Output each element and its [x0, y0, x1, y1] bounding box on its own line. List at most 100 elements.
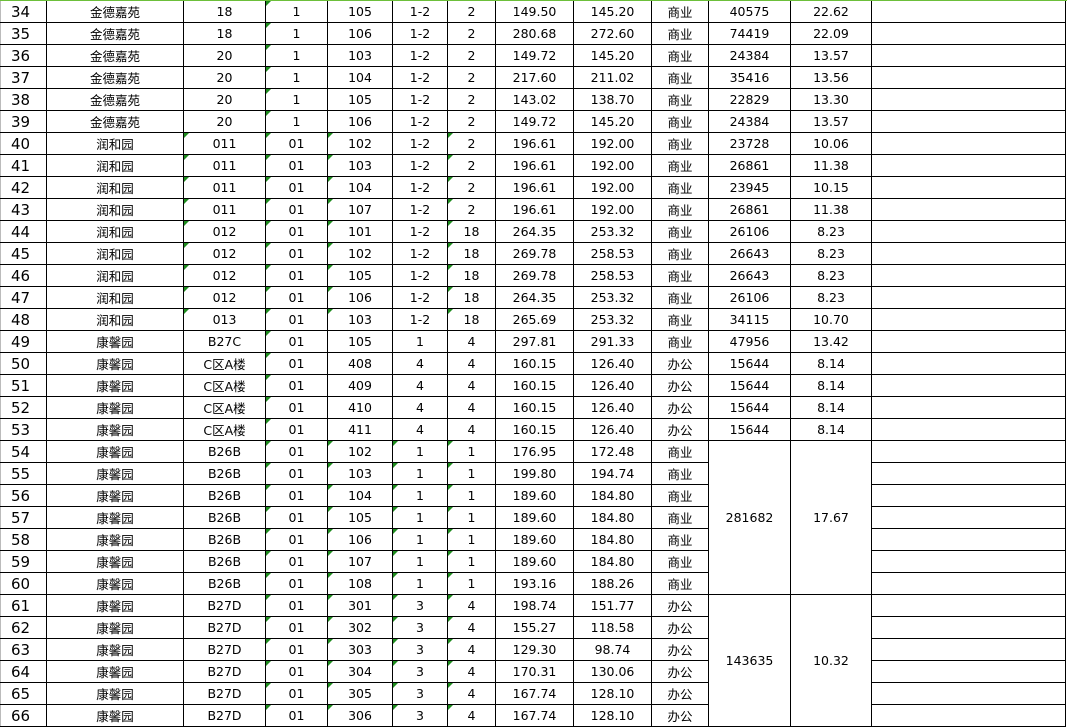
cell-empty[interactable] — [871, 0, 1066, 23]
cell-unit[interactable]: 01 — [265, 506, 328, 529]
cell-building[interactable]: B27D — [183, 594, 266, 617]
cell-floor[interactable]: 1 — [447, 440, 496, 463]
cell-inner-area[interactable]: 128.10 — [573, 704, 652, 727]
cell-floor[interactable]: 4 — [447, 396, 496, 419]
cell-unit[interactable]: 01 — [265, 616, 328, 639]
cell-project[interactable]: 康馨园 — [46, 682, 184, 705]
cell-building[interactable]: 011 — [183, 176, 266, 199]
cell-empty[interactable] — [871, 154, 1066, 177]
cell-empty[interactable] — [871, 550, 1066, 573]
cell-area[interactable]: 269.78 — [495, 264, 574, 287]
cell-floors[interactable]: 1 — [392, 528, 448, 551]
cell-floors[interactable]: 4 — [392, 418, 448, 441]
cell-area[interactable]: 149.50 — [495, 0, 574, 23]
cell-area[interactable]: 160.15 — [495, 418, 574, 441]
cell-inner-area[interactable]: 151.77 — [573, 594, 652, 617]
cell-empty[interactable] — [871, 374, 1066, 397]
cell-use[interactable]: 办公 — [651, 682, 709, 705]
row-number[interactable]: 60 — [0, 572, 47, 595]
cell-area[interactable]: 167.74 — [495, 704, 574, 727]
cell-floors[interactable]: 3 — [392, 616, 448, 639]
cell-unit[interactable]: 01 — [265, 462, 328, 485]
cell-floors[interactable]: 1 — [392, 484, 448, 507]
cell-price[interactable]: 8.14 — [790, 374, 872, 397]
cell-price[interactable]: 13.42 — [790, 330, 872, 353]
cell-floors[interactable]: 1-2 — [392, 110, 448, 133]
cell-empty[interactable] — [871, 352, 1066, 375]
cell-empty[interactable] — [871, 638, 1066, 661]
cell-inner-area[interactable]: 98.74 — [573, 638, 652, 661]
cell-unit[interactable]: 01 — [265, 286, 328, 309]
cell-project[interactable]: 康馨园 — [46, 396, 184, 419]
cell-price[interactable]: 10.06 — [790, 132, 872, 155]
cell-use[interactable]: 商业 — [651, 88, 709, 111]
cell-building[interactable]: 012 — [183, 286, 266, 309]
cell-floor[interactable]: 18 — [447, 308, 496, 331]
cell-floor[interactable]: 18 — [447, 286, 496, 309]
cell-floors[interactable]: 1 — [392, 572, 448, 595]
cell-project[interactable]: 康馨园 — [46, 374, 184, 397]
cell-area[interactable]: 198.74 — [495, 594, 574, 617]
cell-area[interactable]: 280.68 — [495, 22, 574, 45]
cell-building[interactable]: 18 — [183, 22, 266, 45]
cell-use[interactable]: 商业 — [651, 242, 709, 265]
cell-empty[interactable] — [871, 462, 1066, 485]
cell-unit[interactable]: 01 — [265, 242, 328, 265]
cell-floors[interactable]: 1-2 — [392, 198, 448, 221]
cell-floor[interactable]: 2 — [447, 110, 496, 133]
cell-floors[interactable]: 1-2 — [392, 44, 448, 67]
cell-use[interactable]: 商业 — [651, 440, 709, 463]
cell-area[interactable]: 176.95 — [495, 440, 574, 463]
cell-project[interactable]: 金德嘉苑 — [46, 44, 184, 67]
cell-empty[interactable] — [871, 88, 1066, 111]
cell-inner-area[interactable]: 145.20 — [573, 44, 652, 67]
cell-inner-area[interactable]: 138.70 — [573, 88, 652, 111]
cell-empty[interactable] — [871, 484, 1066, 507]
cell-floors[interactable]: 1 — [392, 462, 448, 485]
cell-empty[interactable] — [871, 264, 1066, 287]
cell-price[interactable]: 8.23 — [790, 220, 872, 243]
cell-empty[interactable] — [871, 176, 1066, 199]
cell-area[interactable]: 149.72 — [495, 110, 574, 133]
row-number[interactable]: 41 — [0, 154, 47, 177]
cell-use[interactable]: 商业 — [651, 44, 709, 67]
cell-unit[interactable]: 01 — [265, 638, 328, 661]
cell-empty[interactable] — [871, 44, 1066, 67]
cell-room[interactable]: 106 — [327, 528, 393, 551]
cell-empty[interactable] — [871, 616, 1066, 639]
cell-inner-area[interactable]: 258.53 — [573, 242, 652, 265]
cell-inner-area[interactable]: 192.00 — [573, 154, 652, 177]
cell-room[interactable]: 302 — [327, 616, 393, 639]
row-number[interactable]: 56 — [0, 484, 47, 507]
cell-unit[interactable]: 01 — [265, 440, 328, 463]
cell-building[interactable]: B26B — [183, 528, 266, 551]
cell-area[interactable]: 217.60 — [495, 66, 574, 89]
row-number[interactable]: 54 — [0, 440, 47, 463]
cell-room[interactable]: 106 — [327, 110, 393, 133]
cell-floors[interactable]: 4 — [392, 352, 448, 375]
cell-building[interactable]: B27D — [183, 638, 266, 661]
cell-inner-area[interactable]: 184.80 — [573, 484, 652, 507]
cell-room[interactable]: 104 — [327, 176, 393, 199]
cell-building[interactable]: B26B — [183, 440, 266, 463]
cell-floors[interactable]: 1-2 — [392, 132, 448, 155]
row-number[interactable]: 53 — [0, 418, 47, 441]
cell-floors[interactable]: 3 — [392, 594, 448, 617]
cell-building[interactable]: 011 — [183, 132, 266, 155]
merged-cell-total[interactable]: 143635 — [708, 594, 791, 727]
cell-empty[interactable] — [871, 682, 1066, 705]
merged-cell-total[interactable]: 281682 — [708, 440, 791, 595]
cell-total[interactable]: 15644 — [708, 396, 791, 419]
cell-building[interactable]: B27D — [183, 704, 266, 727]
cell-area[interactable]: 193.16 — [495, 572, 574, 595]
cell-area[interactable]: 265.69 — [495, 308, 574, 331]
cell-floor[interactable]: 4 — [447, 352, 496, 375]
cell-inner-area[interactable]: 130.06 — [573, 660, 652, 683]
cell-inner-area[interactable]: 192.00 — [573, 198, 652, 221]
cell-project[interactable]: 康馨园 — [46, 638, 184, 661]
cell-floors[interactable]: 1-2 — [392, 22, 448, 45]
cell-floor[interactable]: 2 — [447, 198, 496, 221]
cell-total[interactable]: 22829 — [708, 88, 791, 111]
cell-price[interactable]: 10.15 — [790, 176, 872, 199]
